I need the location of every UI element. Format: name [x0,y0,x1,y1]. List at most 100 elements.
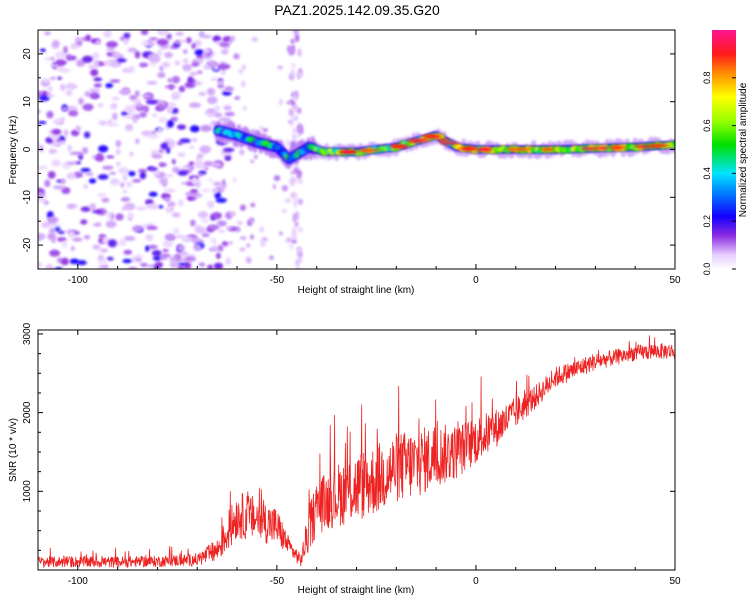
spectrogram-noise-cell [149,55,161,63]
spectrogram-noise-cell [236,221,243,225]
spectrogram-noise-cell [91,209,104,214]
spectrogram-noise-cell [89,92,98,99]
spectrogram-noise-cell [259,226,265,233]
spectrogram-noise-cell [63,129,69,137]
spectrogram-noise-cell [199,145,211,154]
spectrogram-noise-cell [179,138,191,144]
spectrogram-noise-cell [250,159,255,163]
spectrogram-noise-cell [220,181,227,190]
spectrogram-noise-cell [105,83,114,88]
spectrogram-noise-cell [204,160,214,167]
spectrogram-noise-cell [297,227,304,233]
spectrogram-ridge-peak [409,138,430,142]
spectrogram-noise-cell [52,185,65,190]
spectrogram-noise-cell [297,257,303,263]
spectrogram-noise-cell [185,83,196,87]
spectrogram-noise-cell [162,248,169,253]
spectrogram-noise-cell [293,103,298,112]
spectrogram-noise-cell [38,195,46,203]
spectrogram-noise-cell [40,221,52,229]
spectrogram-noise-cell [193,243,202,252]
spectrogram-noise-cell [140,262,148,268]
spectrogram-noise-cell [95,155,105,162]
spectrogram-noise-cell [50,56,55,61]
spectrogram-noise-cell [184,256,197,262]
spectrogram-noise-cell [297,48,302,57]
spectrogram-noise-cell [239,148,245,156]
spectrogram-x-tick-label: -50 [270,275,285,286]
spectrogram-noise-cell [206,87,216,96]
spectrogram-noise-cell [259,126,264,130]
spectrogram-noise-cell [254,154,258,160]
spectrogram-noise-cell [38,233,43,241]
spectrogram-y-axis: -20 -10 0 10 20 [22,29,675,270]
spectrogram-noise-cell [132,179,142,183]
spectrogram-noise-cell [297,251,303,258]
spectrogram-noise-cell [61,106,68,111]
spectrogram-noise-cell [107,239,117,248]
spectrogram-noise-cell [296,266,301,269]
spectrogram-noise-cell [135,207,148,211]
spectrogram-noise-cell [194,226,207,234]
spectrogram-noise-cell [171,158,176,165]
spectrogram-noise-cell [219,62,226,70]
spectrogram-noise-cell [172,227,180,235]
spectrogram-noise-cell [61,186,71,195]
spectrogram-noise-cell [294,220,299,228]
spectrogram-ridge-peak [439,141,459,145]
spectrogram-noise-cell [95,39,101,45]
spectrogram-noise-cell [38,261,43,269]
spectrogram-noise-cell [277,65,283,70]
spectrogram-noise-cell [78,97,84,105]
spectrogram-y-tick-label: -20 [22,237,33,252]
spectrogram-noise-cell [210,212,222,220]
spectrogram-noise-cell [195,158,202,167]
spectrogram-noise-cell [66,82,75,90]
spectrogram-noise-cell [43,200,49,206]
spectrogram-noise-cell [123,32,131,38]
spectrogram-ridge-peak [358,149,373,153]
spectrogram-ridge-peak [338,150,358,154]
spectrogram-x-axis: -100 -50 0 50 [37,30,681,286]
spectrogram-noise-cell [206,60,218,68]
spectrogram-noise-cell [129,95,138,100]
spectrogram-noise-cell [157,30,169,36]
spectrogram-noise-cell [107,122,119,127]
spectrogram-noise-cell [158,103,164,111]
spectrogram-noise-cell [194,49,205,56]
spectrogram-noise-cell [259,240,266,247]
spectrogram-noise-cell [125,123,134,132]
spectrogram-noise-cell [151,153,163,159]
spectrogram-noise-cell [66,161,78,165]
spectrogram-noise-cell [39,48,46,53]
spectrogram-noise-cell [110,178,120,186]
spectrogram-noise-cell [60,257,69,266]
spectrogram-noise-cell [212,35,222,43]
spectrogram-noise-cell [281,209,288,213]
spectrogram-noise-cell [233,53,240,60]
spectrogram-noise-cell [197,153,204,159]
spectrogram-noise-cell [66,89,73,97]
spectrogram-noise-cell [110,103,118,110]
spectrogram-noise-cell [269,255,274,260]
spectrogram-noise-cell [221,241,228,246]
spectrogram-noise-cell [188,161,195,166]
spectrogram-noise-cell [177,152,186,158]
spectrogram-noise-cell [188,102,201,108]
spectrogram-noise-cell [262,128,268,133]
spectrogram-noise-cell [49,76,57,81]
spectrogram-noise-cell [127,47,138,53]
spectrogram-noise-cell [198,262,206,267]
spectrogram-noise-cell [223,105,232,111]
spectrogram-noise-cell [93,77,103,82]
spectrogram-noise-cell [290,38,295,44]
spectrogram-noise-cell [76,260,87,266]
spectrogram-noise-cell [134,255,144,259]
spectrogram-noise-cell [129,151,134,157]
spectrogram-noise-cell [115,213,124,221]
snr-x-axis: -100 -50 0 50 [37,330,681,587]
spectrogram-noise-cell [297,198,304,205]
spectrogram-noise-cell [158,205,164,209]
spectrogram-noise-cell [123,37,129,46]
spectrogram-noise-cell [179,251,189,257]
